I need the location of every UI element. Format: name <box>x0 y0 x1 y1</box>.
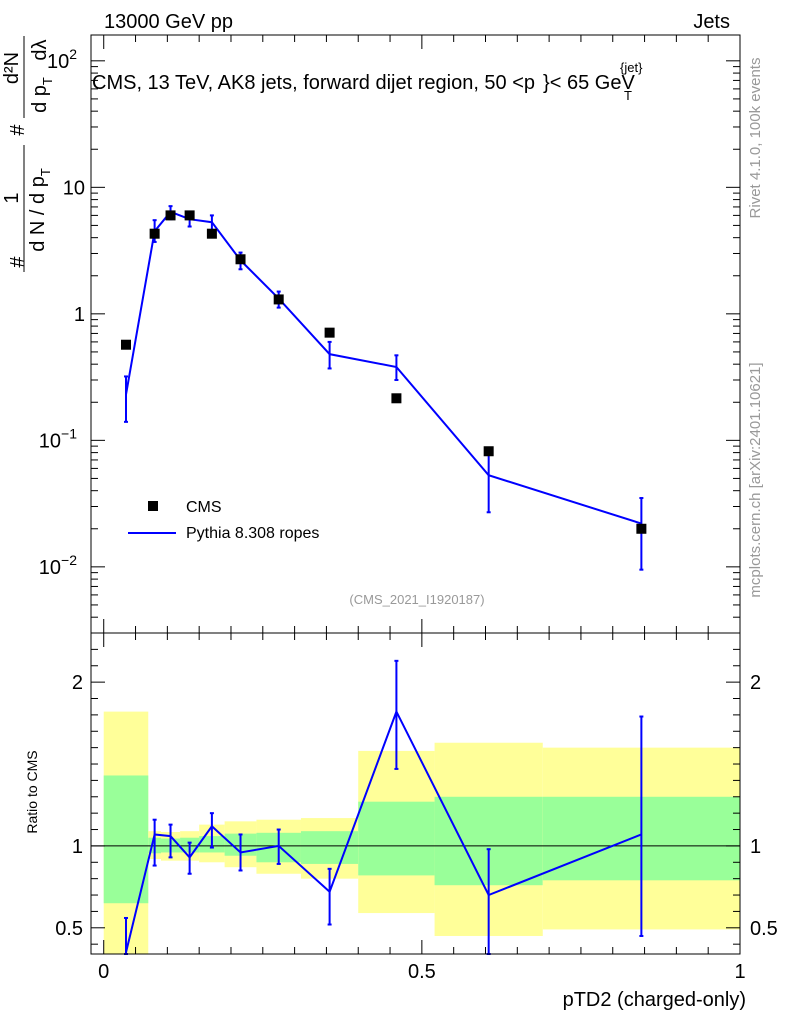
green-band <box>103 775 149 904</box>
legend-data-label: CMS <box>186 499 222 516</box>
x-tick-label: 0 <box>98 961 109 983</box>
y-label-hash-left: # <box>7 256 29 268</box>
y-tick-label: 10 <box>63 177 85 199</box>
x-axis-label: pTD2 (charged-only) <box>563 989 746 1011</box>
legend-data-marker <box>148 501 158 511</box>
data-point <box>184 210 195 221</box>
main-title: CMS, 13 TeV, AK8 jets, forward dijet reg… <box>92 72 635 94</box>
legend-mc-label: Pythia 8.308 ropes <box>186 525 319 542</box>
data-point <box>165 210 176 221</box>
main-title-sup: {jet} <box>620 60 643 75</box>
x-axis: 0 0.5 1 <box>98 35 746 983</box>
header-category-label: Jets <box>693 11 730 33</box>
y-label-dlambda: dλ <box>29 39 51 60</box>
ratio-plot-frame <box>90 632 741 955</box>
header-energy-label: 13000 GeV pp <box>104 11 233 33</box>
ratio-y-tick-label-right: 2 <box>750 672 761 694</box>
ratio-y-tick-label-left: 1 <box>72 836 83 858</box>
data-point <box>235 254 246 265</box>
data-point <box>483 446 494 457</box>
y-label-one: 1 <box>1 192 23 203</box>
data-point <box>149 228 160 239</box>
ratio-y-tick-label-left: 0.5 <box>55 918 83 940</box>
rivet-label: Rivet 4.1.0, 100k events <box>747 58 764 219</box>
mc-line <box>125 210 642 525</box>
green-band <box>358 801 435 876</box>
x-tick-label: 1 <box>734 961 745 983</box>
green-band <box>300 831 359 864</box>
ratio-y-label: Ratio to CMS <box>24 750 40 833</box>
legend: CMS Pythia 8.308 ropes <box>128 499 319 542</box>
data-point <box>391 393 402 404</box>
main-y-axis: 10−2 10−1 1 10 102 <box>39 46 740 634</box>
y-tick-label: 102 <box>47 46 77 73</box>
data-point <box>206 228 217 239</box>
data-point <box>324 327 335 338</box>
data-point <box>120 339 131 350</box>
x-tick-label: 0.5 <box>408 961 436 983</box>
mc-ratio-series <box>123 659 644 955</box>
uncertainty-bands <box>103 711 740 954</box>
main-plot: 10−2 10−1 1 10 102 CMS, 13 TeV, AK8 jets, fo… <box>1 34 741 634</box>
site-label: mcplots.cern.ch [arXiv:2401.10621] <box>747 362 764 597</box>
y-label-dpt: d pT <box>29 77 55 113</box>
data-series <box>120 210 647 534</box>
main-plot-frame <box>90 34 741 634</box>
analysis-label: (CMS_2021_I1920187) <box>349 592 484 607</box>
ratio-y-axis: 0.5 0.5 1 1 2 2 <box>55 648 778 945</box>
data-point <box>636 523 647 534</box>
ratio-plot: 0.5 0.51 12 2 0 0.5 1 Ratio to CMS pTD2 (char… <box>24 35 778 1011</box>
ratio-y-tick-label-left: 2 <box>72 672 83 694</box>
y-tick-label: 10−2 <box>39 552 77 579</box>
y-label-dn: d N / d pT <box>27 168 53 252</box>
main-title-sub: T <box>624 88 632 103</box>
y-label-d2n: d²N <box>1 52 23 84</box>
ratio-y-tick-label-right: 0.5 <box>750 918 778 940</box>
y-tick-label: 1 <box>74 304 85 326</box>
y-tick-label: 10−1 <box>39 425 77 452</box>
y-label-hash-mid: # <box>7 124 29 136</box>
main-y-label: # 1 d N / d pT # d²N d pT dλ <box>1 36 55 272</box>
data-point <box>273 294 284 305</box>
ratio-y-tick-label-right: 1 <box>750 836 761 858</box>
